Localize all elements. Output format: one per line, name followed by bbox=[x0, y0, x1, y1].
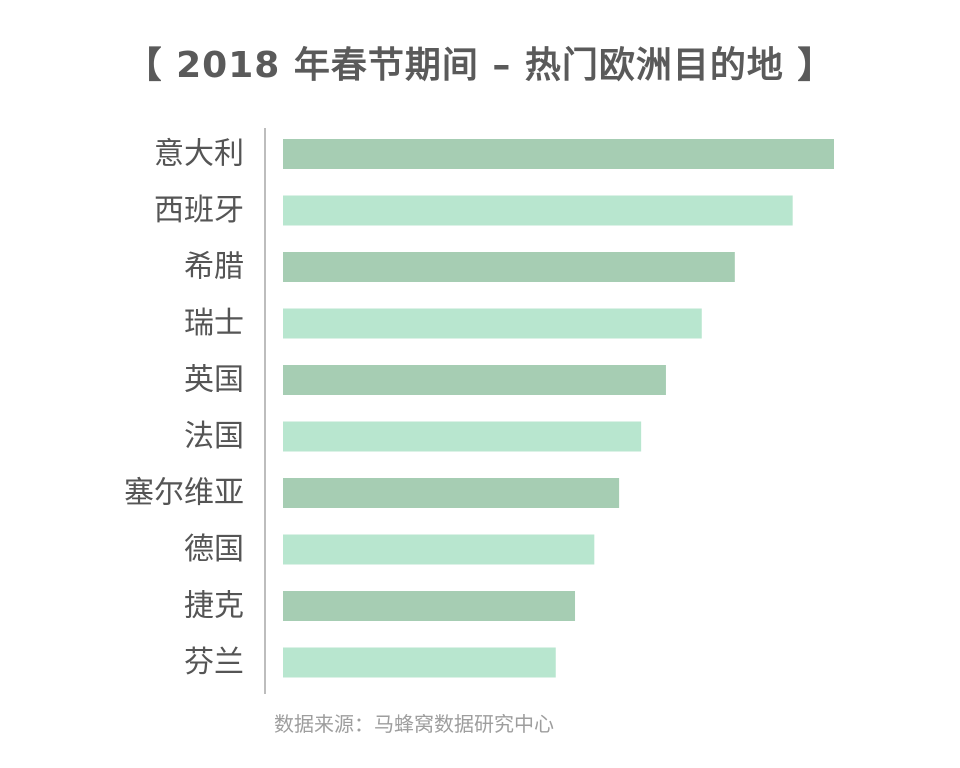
category-label-4: 英国 bbox=[184, 363, 244, 398]
category-label-6: 塞尔维亚 bbox=[124, 476, 244, 511]
category-label-0: 意大利 bbox=[154, 137, 244, 172]
category-label-1: 西班牙 bbox=[154, 193, 244, 228]
category-label-3: 瑞士 bbox=[184, 306, 244, 341]
category-label-7: 德国 bbox=[184, 532, 244, 567]
chart-title: 【 2018 年春节期间 – 热门欧洲目的地 】 bbox=[125, 45, 835, 86]
bar-1 bbox=[283, 195, 793, 226]
bar-7 bbox=[283, 534, 595, 565]
bar-9 bbox=[283, 647, 556, 678]
bar-0 bbox=[283, 139, 834, 169]
bar-4 bbox=[283, 365, 666, 395]
data-source-note: 数据来源：马蜂窝数据研究中心 bbox=[274, 712, 554, 736]
bar-2 bbox=[283, 252, 735, 282]
category-label-8: 捷克 bbox=[184, 589, 244, 624]
bar-8 bbox=[283, 591, 576, 621]
category-label-5: 法国 bbox=[184, 419, 244, 454]
bar-6 bbox=[283, 478, 620, 508]
category-label-2: 希腊 bbox=[184, 250, 244, 285]
bar-5 bbox=[283, 421, 642, 452]
bars-group bbox=[283, 139, 834, 678]
bar-3 bbox=[283, 308, 702, 339]
category-label-9: 芬兰 bbox=[184, 645, 244, 680]
